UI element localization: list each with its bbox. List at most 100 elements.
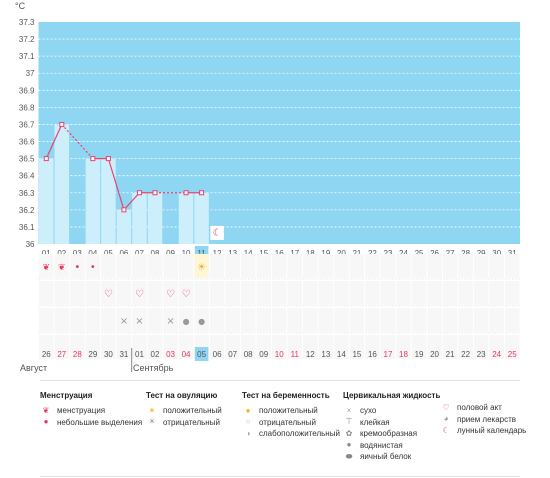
marker-cell bbox=[411, 281, 427, 305]
marker-cell bbox=[70, 308, 85, 332]
pregnancy-positive-icon: ● bbox=[245, 405, 251, 415]
marker-cell bbox=[489, 254, 504, 278]
month-prev: Август bbox=[20, 363, 47, 373]
y-tick-label: 36.5 bbox=[19, 155, 35, 164]
x-tick-label: 24 bbox=[399, 249, 408, 258]
marker-cell bbox=[473, 254, 489, 278]
marker-cell bbox=[178, 281, 194, 305]
marker-cell bbox=[380, 335, 396, 359]
date-label: 25 bbox=[508, 350, 517, 359]
date-label: 16 bbox=[368, 350, 377, 359]
marker-cell bbox=[101, 308, 116, 332]
legend-divider bbox=[40, 380, 520, 381]
marker-cell bbox=[442, 335, 458, 359]
y-tick-label: 36.4 bbox=[19, 172, 35, 181]
flow-icon: ❦ bbox=[42, 263, 50, 273]
x-tick-label: 09 bbox=[166, 249, 175, 258]
marker-cell bbox=[504, 335, 520, 359]
bottom-divider bbox=[40, 476, 520, 477]
marker-cell bbox=[178, 308, 194, 332]
drop-icon: • bbox=[90, 262, 96, 273]
y-tick-label: 36.9 bbox=[19, 86, 35, 95]
date-label: 29 bbox=[88, 350, 97, 359]
marker-cell bbox=[365, 308, 380, 332]
temp-bar bbox=[147, 192, 163, 244]
marker-cell bbox=[132, 335, 147, 359]
marker-cell bbox=[380, 254, 396, 278]
heart-icon: ♡ bbox=[166, 289, 175, 300]
y-tick-label: 36.8 bbox=[19, 103, 35, 112]
sticky-icon: ⊤ bbox=[345, 417, 353, 427]
temp-point bbox=[59, 121, 65, 127]
marker-cell bbox=[334, 254, 349, 278]
date-label: 15 bbox=[352, 350, 361, 359]
flow-icon: ❦ bbox=[58, 263, 66, 273]
date-label: 10 bbox=[275, 350, 284, 359]
marker-cell bbox=[163, 335, 178, 359]
marker-cell bbox=[209, 308, 225, 332]
marker-cell bbox=[365, 254, 380, 278]
y-tick-label: 36.3 bbox=[19, 189, 35, 198]
lunar-cell bbox=[210, 225, 224, 240]
x-tick-label: 07 bbox=[135, 249, 144, 258]
date-label: 07 bbox=[228, 350, 237, 359]
marker-cell bbox=[194, 308, 209, 332]
legend-title: Тест на овуляцию bbox=[146, 391, 218, 400]
chart-points bbox=[43, 121, 205, 213]
marker-cell bbox=[349, 254, 365, 278]
temp-bar bbox=[101, 158, 116, 244]
x-tick-label: 29 bbox=[477, 249, 486, 258]
marker-cell bbox=[427, 335, 442, 359]
date-label: 01 bbox=[135, 350, 144, 359]
date-label: 22 bbox=[461, 350, 470, 359]
marker-cell bbox=[70, 254, 85, 278]
marker-cell bbox=[209, 254, 225, 278]
creamy-icon: ✿ bbox=[345, 428, 353, 438]
x-tick-label: 15 bbox=[259, 249, 268, 258]
marker-cell bbox=[225, 254, 240, 278]
marker-cell bbox=[442, 308, 458, 332]
marker-cell bbox=[178, 335, 194, 359]
ovulation-cell bbox=[194, 254, 209, 278]
dry-icon: × bbox=[120, 316, 128, 327]
marker-cell bbox=[116, 335, 132, 359]
x-tick-label: 06 bbox=[119, 249, 128, 258]
marker-cell bbox=[132, 281, 147, 305]
date-label: 18 bbox=[399, 350, 408, 359]
marker-cell bbox=[101, 281, 116, 305]
x-tick-label: 19 bbox=[321, 249, 330, 258]
temp-point bbox=[105, 156, 111, 162]
marker-cell bbox=[380, 281, 396, 305]
marker-cell bbox=[365, 281, 380, 305]
marker-cell bbox=[163, 281, 178, 305]
x-tick-label: 11 bbox=[197, 249, 206, 258]
marker-cell bbox=[178, 254, 194, 278]
date-label: 23 bbox=[477, 350, 486, 359]
marker-cell bbox=[240, 308, 256, 332]
marker-cell bbox=[132, 308, 147, 332]
pill-icon: ◕ bbox=[443, 414, 449, 424]
marker-cell bbox=[101, 254, 116, 278]
marker-cell bbox=[116, 308, 132, 332]
marker-cell bbox=[473, 308, 489, 332]
dry-icon: × bbox=[135, 316, 143, 327]
marker-cell bbox=[225, 335, 240, 359]
temp-bar bbox=[85, 158, 101, 244]
marker-cell bbox=[70, 335, 85, 359]
bbt-chart: ☾ 37.3 37.2 37.1 37 36.9 36.8 36.7 36.6 36.5 36.4… bbox=[15, 1, 520, 373]
y-axis: 37.3 37.2 37.1 37 36.9 36.8 36.7 36.6 36.5 36.4 36… bbox=[19, 18, 35, 249]
legend-menstruation: Менструация ❦ менструация ● небольшие выде… bbox=[40, 391, 143, 427]
marker-cell bbox=[271, 335, 287, 359]
y-tick-label: 36.7 bbox=[19, 120, 35, 129]
date-label: 05 bbox=[197, 350, 206, 359]
marker-cell bbox=[349, 281, 365, 305]
marker-cell bbox=[489, 281, 504, 305]
legend-cervical: Цервикальная жидкость × сухо ⊤ клейкая ✿ кр… bbox=[343, 391, 441, 462]
marker-cell bbox=[39, 254, 54, 278]
temp-point bbox=[152, 190, 158, 196]
marker-cell bbox=[318, 254, 334, 278]
date-label: 28 bbox=[73, 350, 82, 359]
pregnancy-weak-icon: ◑ bbox=[245, 428, 251, 438]
temp-point bbox=[121, 207, 127, 213]
date-label: 14 bbox=[337, 350, 346, 359]
